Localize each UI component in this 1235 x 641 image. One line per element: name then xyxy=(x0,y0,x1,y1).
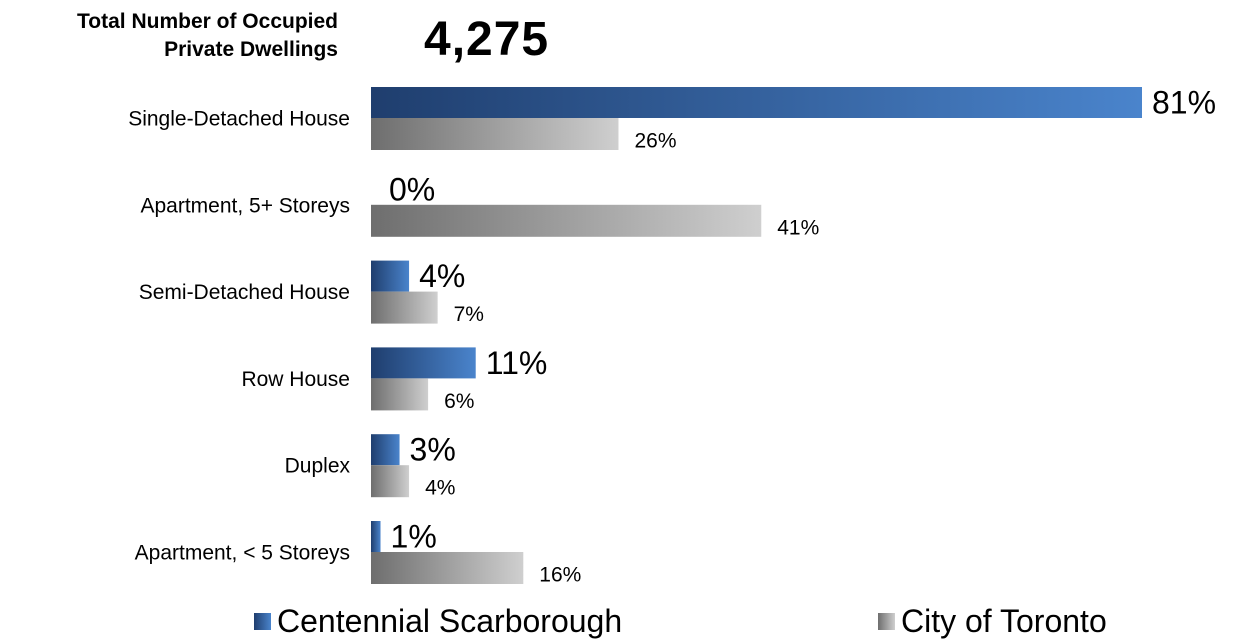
bar-toronto-row-house xyxy=(371,378,429,411)
data-label-toronto-apartment-5-storeys: 16% xyxy=(539,564,581,587)
data-label-toronto-single-detached-house: 26% xyxy=(634,130,676,153)
data-label-centennial-row-house: 11% xyxy=(486,345,548,381)
dwelling-type-bar-chart: Single-Detached House 81% 26% Apartment, 5+… xyxy=(128,84,1216,586)
legend-item-series-1: City of Toronto xyxy=(878,602,1107,641)
data-label-toronto-row-house: 6% xyxy=(444,390,474,413)
category-label-semi-detached-house: Semi-Detached House xyxy=(139,281,350,304)
data-label-toronto-apartment-5-storeys: 41% xyxy=(777,216,819,239)
category-label-apartment-5-storeys: Apartment, 5+ Storeys xyxy=(140,194,350,217)
bar-toronto-apartment-5-storeys xyxy=(371,204,762,237)
legend-label-series-1: City of Toronto xyxy=(901,603,1107,639)
data-label-centennial-apartment-5-storeys: 1% xyxy=(391,518,437,554)
bar-centennial-duplex xyxy=(371,434,400,466)
total-dwellings-label: Total Number of Occupied Private Dwellin… xyxy=(0,8,338,64)
total-dwellings-label-line2: Private Dwellings xyxy=(164,38,338,61)
legend-label-series-0: Centennial Scarborough xyxy=(277,603,623,639)
legend-swatch-series-1 xyxy=(878,613,895,630)
bar-centennial-semi-detached-house xyxy=(371,260,410,292)
legend-swatch-series-0 xyxy=(254,613,271,630)
bars-layer: Single-Detached House 81% 26% Apartment, 5+… xyxy=(128,84,1216,586)
data-label-centennial-duplex: 3% xyxy=(410,432,456,468)
bar-centennial-single-detached-house xyxy=(371,87,1142,118)
category-label-duplex: Duplex xyxy=(285,455,351,478)
bar-centennial-row-house xyxy=(371,347,476,379)
category-label-single-detached-house: Single-Detached House xyxy=(128,108,350,131)
category-label-apartment-5-storeys: Apartment, < 5 Storeys xyxy=(135,542,350,565)
data-label-centennial-apartment-5-storeys: 0% xyxy=(389,171,435,207)
data-label-toronto-semi-detached-house: 7% xyxy=(454,303,484,326)
data-label-centennial-single-detached-house: 81% xyxy=(1152,84,1216,120)
bar-toronto-single-detached-house xyxy=(371,118,619,150)
bar-centennial-apartment-5-storeys xyxy=(371,521,381,552)
data-label-centennial-semi-detached-house: 4% xyxy=(419,258,465,294)
legend-item-series-0: Centennial Scarborough xyxy=(254,602,622,641)
bar-toronto-apartment-5-storeys xyxy=(371,552,524,584)
total-dwellings-label-line1: Total Number of Occupied xyxy=(77,10,338,33)
chart-legend: Centennial Scarborough City of Toronto xyxy=(0,602,1235,641)
bar-toronto-semi-detached-house xyxy=(371,291,438,324)
data-label-toronto-duplex: 4% xyxy=(425,477,455,500)
bar-toronto-duplex xyxy=(371,465,410,498)
category-label-row-house: Row House xyxy=(241,368,350,391)
total-dwellings-value: 4,275 xyxy=(424,13,550,66)
